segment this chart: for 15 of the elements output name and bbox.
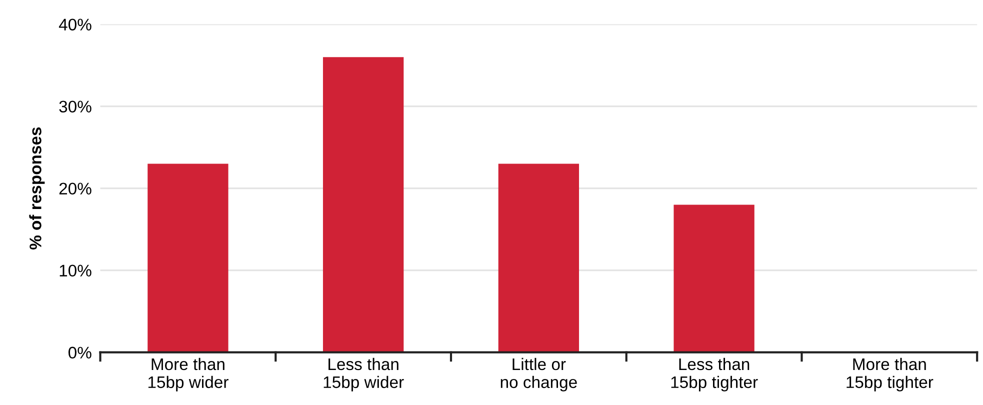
bar [148,164,228,352]
bar [674,204,754,352]
y-tick-label: 30% [59,100,92,113]
bar [498,164,580,352]
y-tick-label: 20% [59,182,92,195]
y-tick-label: 10% [60,264,92,277]
y-axis-title: % of responses [29,127,45,250]
x-tick-label: More than 15bp tighter [846,358,934,392]
x-tick-label: Less than 15bp wider [324,358,404,392]
y-tick-label: 40% [58,18,92,31]
y-tick-label: 0% [68,346,92,359]
bar [322,57,404,352]
x-tick-label: Less than 15bp tighter [671,358,758,392]
x-tick-label: Little or no change [500,358,577,392]
x-tick-label: More than 15bp wider [148,358,228,392]
